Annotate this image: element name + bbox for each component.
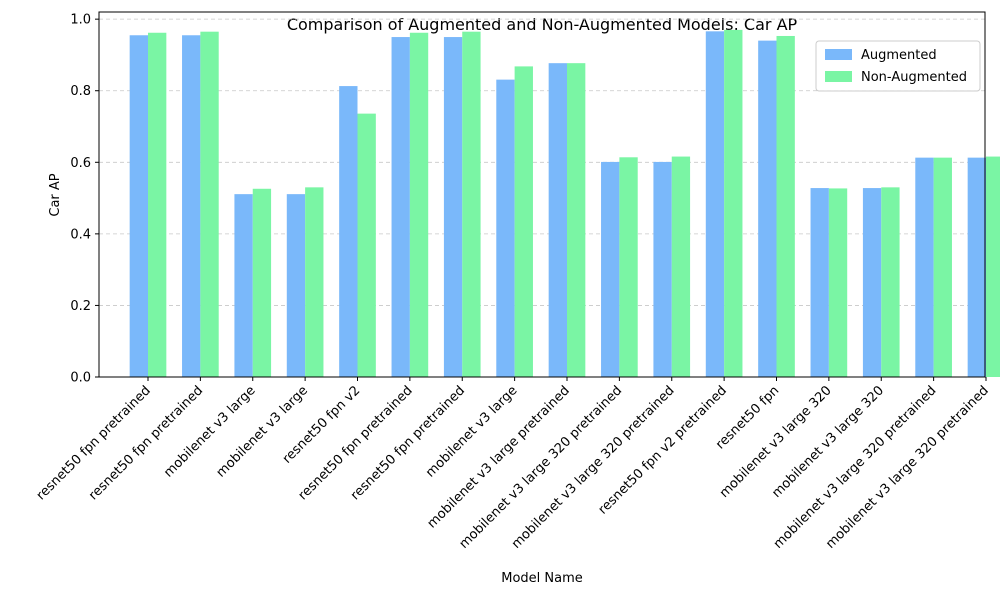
legend-label: Non-Augmented (861, 70, 967, 85)
bar-augmented (601, 161, 620, 377)
x-tick-label: mobilenet v3 large (423, 383, 520, 480)
bar-non-augmented (409, 32, 429, 377)
bar-non-augmented (933, 157, 952, 377)
bar-non-augmented (619, 157, 638, 377)
y-tick-label: 0.4 (70, 227, 91, 242)
legend-swatch (825, 49, 852, 60)
x-axis-label: Model Name (501, 571, 583, 586)
bar-augmented (286, 194, 306, 377)
bar-non-augmented (200, 31, 219, 378)
bar-non-augmented (881, 187, 900, 377)
chart-title: Comparison of Augmented and Non-Augmente… (287, 15, 798, 34)
bar-augmented (758, 40, 777, 378)
bars (129, 29, 1000, 378)
bar-augmented (653, 161, 672, 377)
bar-non-augmented (776, 35, 795, 377)
bar-non-augmented (305, 187, 324, 377)
y-tick-label: 0.0 (70, 371, 91, 386)
bar-augmented (234, 194, 253, 377)
bar-augmented (967, 157, 986, 377)
bar-non-augmented (724, 29, 743, 378)
bar-non-augmented (567, 63, 586, 377)
x-tick-label: mobilenet v3 large (214, 383, 311, 480)
y-axis-label: Car AP (48, 173, 63, 216)
bar-augmented (810, 188, 829, 377)
plot-area-frame (98, 11, 986, 378)
x-tick-label: mobilenet v3 large (161, 383, 258, 480)
y-tick-label: 0.8 (70, 84, 91, 99)
y-tick-label: 0.2 (70, 299, 91, 314)
legend-swatch (825, 71, 852, 82)
bar-augmented (339, 86, 358, 377)
bar-non-augmented (148, 32, 167, 377)
y-axis-ticks: 0.0 0.2 0.4 0.6 0.8 1.0 (70, 13, 99, 386)
bar-augmented (443, 37, 463, 378)
legend-frame (815, 40, 981, 92)
bar-augmented (129, 35, 148, 378)
bar-non-augmented (986, 156, 1000, 377)
bar-augmented (862, 188, 882, 377)
y-tick-label: 0.6 (70, 156, 91, 171)
bar-non-augmented (671, 156, 691, 377)
legend-label: Augmented (861, 48, 937, 63)
bar-augmented (915, 157, 934, 377)
y-tick-label: 1.0 (70, 13, 91, 28)
bar-augmented (548, 63, 567, 377)
bar-augmented (705, 31, 725, 378)
bar-non-augmented (828, 188, 848, 377)
legend: Augmented Non-Augmented (815, 40, 981, 92)
bar-augmented (391, 37, 410, 378)
bar-non-augmented (252, 188, 272, 377)
bar-augmented (182, 35, 201, 378)
bar-non-augmented (357, 113, 376, 378)
bar-non-augmented (462, 31, 481, 378)
bar-augmented (496, 79, 515, 377)
bar-non-augmented (514, 66, 533, 378)
